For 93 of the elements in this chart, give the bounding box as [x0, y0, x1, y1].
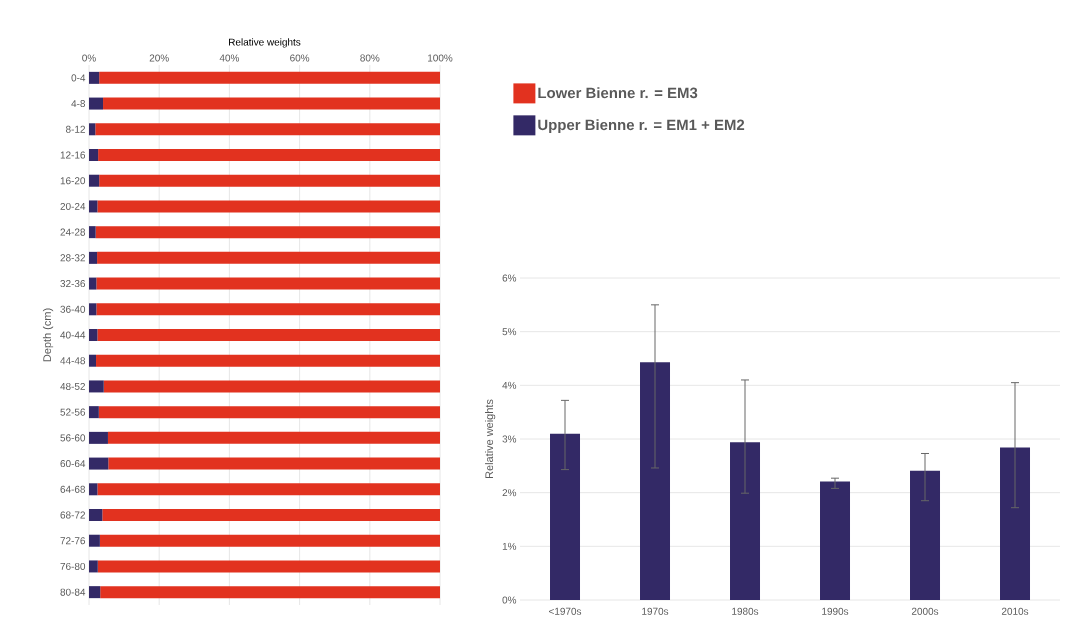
x-tick-label: 1980s — [732, 607, 759, 615]
y-tick-label: 36-40 — [60, 305, 86, 313]
y-tick-label: 56-60 — [60, 434, 86, 442]
bar — [89, 560, 98, 573]
y-tick-label: 40-44 — [60, 331, 86, 339]
bar — [550, 433, 581, 600]
y-tick-label: 44-48 — [60, 357, 86, 365]
bar — [102, 509, 440, 521]
y-tick-label: 28-32 — [60, 254, 85, 262]
bar — [100, 586, 440, 599]
bar — [89, 174, 100, 187]
bar — [97, 329, 440, 341]
bar — [89, 251, 98, 264]
x-tick-label: 0% — [82, 54, 96, 62]
bar — [89, 509, 103, 521]
bar — [1000, 447, 1031, 600]
bar — [108, 457, 440, 470]
bar — [98, 406, 440, 419]
bar — [107, 431, 440, 444]
y-axis-title: Relative weights — [485, 399, 496, 478]
y-tick-label: 6% — [502, 274, 517, 282]
bar — [640, 362, 671, 600]
bar — [103, 97, 440, 110]
y-tick-label: 60-64 — [60, 460, 86, 468]
x-tick-label: <1970s — [549, 607, 582, 615]
bar — [96, 303, 440, 316]
bar — [97, 200, 440, 213]
bar — [89, 586, 101, 599]
y-tick-label: 5% — [502, 328, 517, 336]
x-tick-label: 60% — [290, 54, 310, 62]
y-tick-label: 64-68 — [60, 485, 86, 493]
bar — [95, 123, 440, 136]
bar — [910, 470, 941, 600]
y-tick-label: 3% — [502, 435, 517, 443]
y-tick-label: 2% — [502, 489, 517, 497]
bar — [89, 406, 99, 419]
bar — [95, 226, 440, 239]
y-tick-label: 20-24 — [60, 202, 86, 210]
bar — [97, 251, 440, 264]
bar — [103, 380, 440, 393]
bar — [89, 303, 97, 316]
bar — [89, 226, 96, 239]
bar — [820, 481, 851, 600]
bar — [89, 277, 97, 290]
bar — [89, 71, 100, 84]
y-tick-label: 32-36 — [60, 280, 86, 288]
y-tick-label: 12-16 — [60, 151, 86, 159]
y-axis-title: Depth (cm) — [42, 308, 54, 362]
x-tick-label: 1970s — [642, 607, 669, 615]
y-tick-label: 68-72 — [60, 511, 85, 519]
bar — [98, 149, 440, 161]
y-tick-label: 72-76 — [60, 537, 86, 545]
bar — [96, 354, 440, 367]
x-tick-label: 40% — [219, 54, 240, 62]
bar — [89, 200, 98, 213]
y-tick-label: 0% — [502, 596, 517, 604]
x-tick-label: 2000s — [911, 607, 939, 615]
x-tick-label: 2010s — [1001, 607, 1029, 615]
y-tick-label: 48-52 — [60, 382, 85, 390]
bar — [730, 442, 761, 600]
bar — [99, 534, 440, 547]
y-tick-label: 4-8 — [71, 100, 86, 108]
x-tick-label: 100% — [428, 54, 453, 62]
bar — [99, 71, 440, 84]
x-tick-label: 80% — [360, 54, 380, 62]
y-tick-label: 8-12 — [65, 125, 85, 133]
bar — [89, 380, 104, 393]
x-axis-title: Relative weights — [229, 38, 301, 48]
bar — [99, 174, 440, 187]
bar — [89, 123, 96, 136]
bar — [89, 329, 98, 341]
x-tick-label: 20% — [149, 54, 169, 62]
bar — [89, 354, 97, 367]
y-tick-label: 4% — [502, 381, 517, 389]
y-tick-label: 16-20 — [60, 177, 86, 185]
bar — [89, 457, 109, 470]
bar — [89, 97, 104, 110]
legend-label: Upper Bienne r. = EM1 + EM2 — [538, 119, 745, 134]
bar — [97, 560, 440, 573]
bar — [89, 431, 108, 444]
bar — [89, 534, 100, 547]
bar — [89, 149, 99, 161]
legend-label: Lower Bienne r. = EM3 — [538, 87, 698, 99]
bar — [97, 483, 440, 496]
y-tick-label: 1% — [502, 542, 517, 550]
y-tick-label: 52-56 — [60, 408, 86, 416]
bar — [89, 483, 98, 496]
y-tick-label: 80-84 — [60, 588, 86, 596]
y-tick-label: 0-4 — [71, 74, 86, 82]
y-tick-label: 76-80 — [60, 562, 86, 570]
y-tick-label: 24-28 — [60, 228, 86, 236]
bar — [96, 277, 440, 290]
x-tick-label: 1990s — [822, 607, 849, 615]
